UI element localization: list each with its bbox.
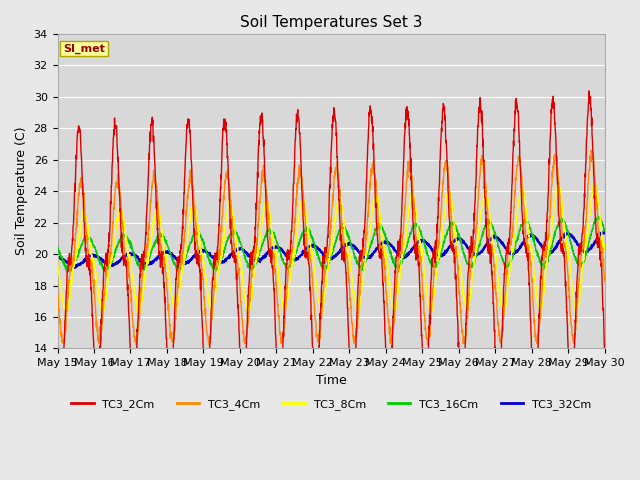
- TC3_2Cm: [359, 242, 367, 248]
- TC3_32Cm: [553, 245, 561, 251]
- TC3_32Cm: [601, 228, 609, 234]
- Legend: TC3_2Cm, TC3_4Cm, TC3_8Cm, TC3_16Cm, TC3_32Cm: TC3_2Cm, TC3_4Cm, TC3_8Cm, TC3_16Cm, TC3…: [67, 395, 595, 415]
- TC3_32Cm: [207, 253, 214, 259]
- TC3_4Cm: [54, 289, 61, 295]
- TC3_2Cm: [207, 332, 214, 338]
- TC3_32Cm: [490, 234, 498, 240]
- TC3_2Cm: [568, 394, 575, 400]
- TC3_8Cm: [554, 180, 562, 185]
- TC3_2Cm: [601, 348, 609, 353]
- TC3_8Cm: [359, 279, 367, 285]
- TC3_32Cm: [359, 253, 367, 259]
- TC3_4Cm: [359, 253, 367, 259]
- Line: TC3_8Cm: TC3_8Cm: [58, 182, 605, 314]
- TC3_2Cm: [553, 153, 561, 159]
- TC3_8Cm: [63, 312, 70, 317]
- TC3_8Cm: [347, 264, 355, 269]
- TC3_16Cm: [54, 244, 61, 250]
- TC3_2Cm: [203, 402, 211, 408]
- TC3_16Cm: [594, 213, 602, 219]
- TC3_2Cm: [347, 378, 355, 384]
- TC3_32Cm: [347, 241, 355, 247]
- TC3_8Cm: [490, 247, 498, 252]
- TC3_4Cm: [568, 324, 575, 330]
- TC3_4Cm: [490, 264, 498, 270]
- Line: TC3_16Cm: TC3_16Cm: [58, 216, 605, 272]
- TC3_2Cm: [490, 327, 498, 333]
- TC3_2Cm: [585, 88, 593, 94]
- TC3_16Cm: [601, 228, 609, 233]
- Text: SI_met: SI_met: [63, 43, 105, 54]
- TC3_16Cm: [553, 225, 561, 230]
- TC3_8Cm: [568, 283, 576, 288]
- TC3_32Cm: [54, 254, 61, 260]
- Line: TC3_2Cm: TC3_2Cm: [58, 91, 605, 405]
- TC3_16Cm: [359, 264, 367, 270]
- TC3_4Cm: [601, 278, 609, 284]
- Line: TC3_32Cm: TC3_32Cm: [58, 231, 605, 268]
- TC3_2Cm: [54, 346, 61, 352]
- TC3_4Cm: [347, 304, 355, 310]
- TC3_16Cm: [207, 258, 214, 264]
- TC3_16Cm: [347, 241, 355, 247]
- TC3_8Cm: [54, 257, 61, 263]
- TC3_32Cm: [71, 265, 79, 271]
- X-axis label: Time: Time: [316, 373, 346, 387]
- TC3_8Cm: [601, 247, 609, 253]
- TC3_16Cm: [490, 229, 498, 235]
- TC3_32Cm: [568, 233, 575, 239]
- TC3_8Cm: [553, 190, 561, 196]
- TC3_8Cm: [207, 303, 214, 309]
- TC3_16Cm: [568, 244, 575, 250]
- TC3_4Cm: [553, 161, 561, 167]
- TC3_4Cm: [588, 147, 595, 153]
- Line: TC3_4Cm: TC3_4Cm: [58, 150, 605, 345]
- TC3_16Cm: [102, 269, 109, 275]
- TC3_4Cm: [207, 337, 214, 343]
- Y-axis label: Soil Temperature (C): Soil Temperature (C): [15, 127, 28, 255]
- Title: Soil Temperatures Set 3: Soil Temperatures Set 3: [240, 15, 422, 30]
- TC3_4Cm: [205, 342, 213, 348]
